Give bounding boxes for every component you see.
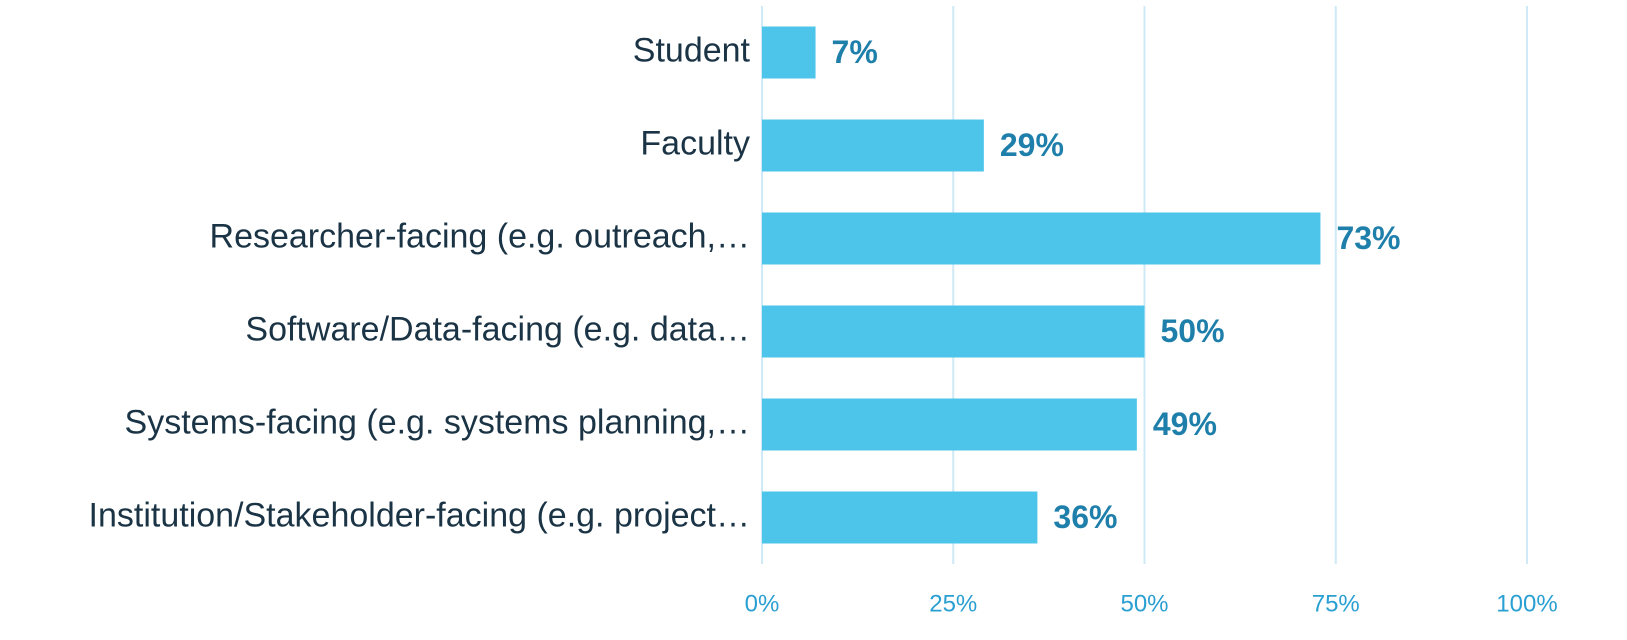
bar: [762, 305, 1145, 358]
bar: [762, 398, 1137, 451]
x-tick-label: 75%: [1312, 590, 1360, 617]
y-tick-label: Researcher-facing (e.g. outreach,…: [210, 217, 750, 255]
x-tick-label: 25%: [929, 590, 977, 617]
bar: [762, 212, 1321, 265]
bar: [762, 491, 1038, 544]
y-tick-label: Student: [633, 31, 751, 69]
data-label: 73%: [1336, 220, 1400, 256]
x-tick-label: 100%: [1496, 590, 1557, 617]
data-label: 29%: [1000, 127, 1064, 163]
y-tick-label: Software/Data-facing (e.g. data…: [245, 310, 750, 348]
y-tick-label: Faculty: [640, 124, 750, 162]
data-label: 50%: [1161, 313, 1225, 349]
y-tick-label: Institution/Stakeholder-facing (e.g. pro…: [89, 496, 750, 534]
data-label: 49%: [1153, 406, 1217, 442]
x-tick-label: 0%: [745, 590, 780, 617]
x-tick-label: 50%: [1120, 590, 1168, 617]
data-label: 7%: [832, 34, 878, 70]
bar: [762, 119, 984, 172]
bar: [762, 26, 816, 79]
data-label: 36%: [1053, 499, 1117, 535]
y-tick-label: Systems-facing (e.g. systems planning,…: [125, 403, 750, 441]
